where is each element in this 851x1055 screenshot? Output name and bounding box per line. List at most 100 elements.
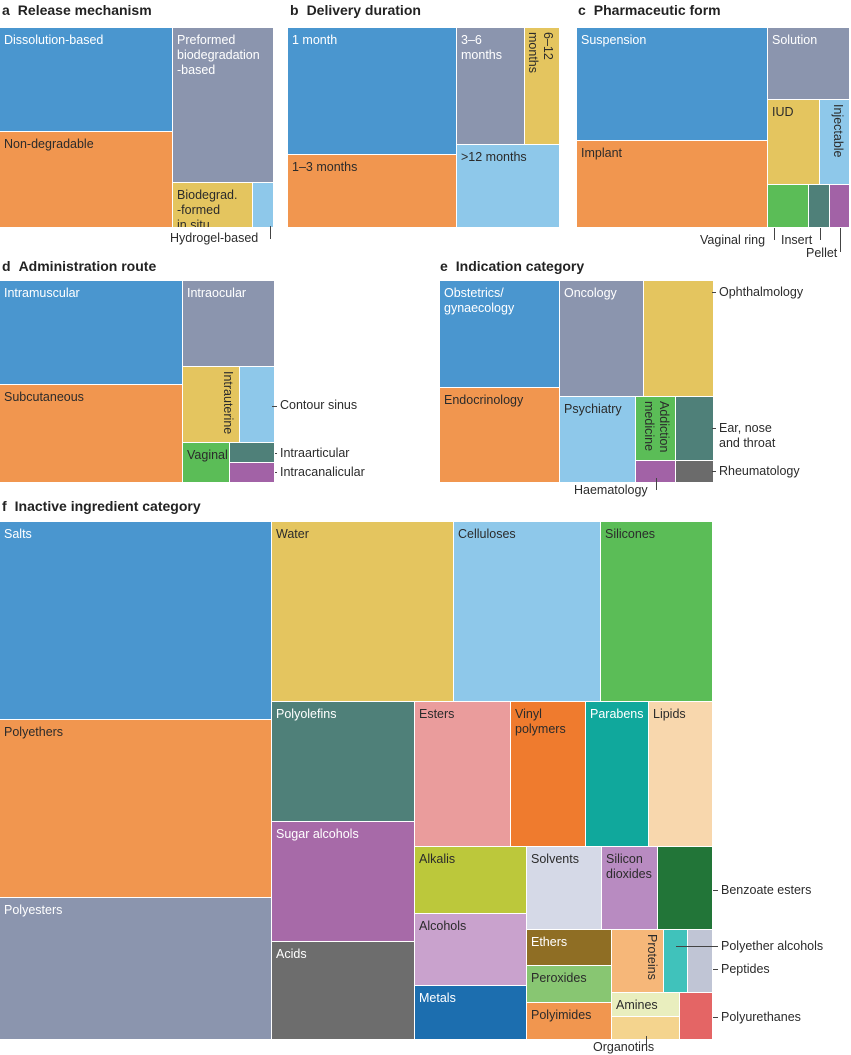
treemap-cell-3-6-months: 3–6 months xyxy=(457,28,525,145)
cell-label: Non-degradable xyxy=(4,137,94,151)
treemap-cell-obstetrics-gynaecology: Obstetrics/ gynaecology xyxy=(440,281,560,388)
callout-label-intraarticular: Intraarticular xyxy=(280,446,350,460)
cell-label: 1–3 months xyxy=(292,160,358,174)
leader-line xyxy=(646,1036,647,1047)
treemap-cell-proteins: Proteins xyxy=(612,930,664,993)
callout-label-intracanalicular: Intracanalicular xyxy=(280,465,365,479)
treemap-cell-sugar-alcohols: Sugar alcohols xyxy=(272,822,415,942)
callout-label-haematology: Haematology xyxy=(574,483,648,497)
panel-letter: e xyxy=(440,258,448,274)
cell-label: Ethers xyxy=(531,935,568,949)
cell-label: 3–6 months xyxy=(461,33,502,62)
treemap-cell-iud: IUD xyxy=(768,100,820,185)
panel-e-title: e Indication category xyxy=(440,258,584,274)
callout-label-organotins: Organotins xyxy=(593,1040,655,1054)
cell-label: Dissolution-based xyxy=(4,33,104,47)
cell-label: Psychiatry xyxy=(564,402,622,416)
callout-label-vaginal-ring: Vaginal ring xyxy=(700,233,766,247)
cell-label: Parabens xyxy=(590,707,644,721)
panel-letter: c xyxy=(578,2,586,18)
cell-label: Addiction medicine xyxy=(642,401,671,453)
treemap-cell-contour-sinus xyxy=(240,367,275,443)
panel-letter: f xyxy=(2,498,7,514)
panel-a-title: a Release mechanism xyxy=(2,2,152,18)
treemap-cell-endocrinology: Endocrinology xyxy=(440,388,560,483)
leader-line xyxy=(656,478,657,490)
panel-title-text: Indication category xyxy=(455,258,585,274)
treemap-cell-ear-nose-and-throat xyxy=(676,397,714,461)
leader-line xyxy=(820,228,821,240)
cell-label: Injectable xyxy=(831,104,845,158)
treemap-cell-vaginal: Vaginal xyxy=(183,443,230,483)
treemap-cell-subcutaneous: Subcutaneous xyxy=(0,385,183,483)
treemap-cell-solution: Solution xyxy=(768,28,850,100)
treemap-cell-polyimides: Polyimides xyxy=(527,1003,612,1040)
treemap-cell-alcohols: Alcohols xyxy=(415,914,527,986)
treemap-cell-alkalis: Alkalis xyxy=(415,847,527,914)
cell-label: Acids xyxy=(276,947,307,961)
treemap-cell-peptides xyxy=(688,930,713,993)
panel-title-text: Administration route xyxy=(18,258,157,274)
cell-label: Polyethers xyxy=(4,725,64,739)
cell-label: IUD xyxy=(772,105,794,119)
cell-label: Suspension xyxy=(581,33,647,47)
treemap-cell-salts: Salts xyxy=(0,522,272,720)
cell-label: Preformed biodegradation -based xyxy=(177,33,260,77)
panel-b-title: b Delivery duration xyxy=(290,2,421,18)
panel-title-text: Inactive ingredient category xyxy=(14,498,201,514)
cell-label: Alcohols xyxy=(419,919,467,933)
leader-line xyxy=(840,228,841,252)
cell-label: Obstetrics/ gynaecology xyxy=(444,286,515,315)
panel-title-text: Pharmaceutic form xyxy=(593,2,721,18)
treemap-cell-vaginal-ring xyxy=(768,185,809,228)
panel-title-text: Delivery duration xyxy=(306,2,421,18)
leader-line xyxy=(712,292,716,293)
leader-line xyxy=(272,406,277,407)
cell-label: Vinyl polymers xyxy=(515,707,566,736)
leader-line xyxy=(712,471,716,472)
callout-label-rheumatology: Rheumatology xyxy=(719,464,800,478)
treemap-cell-vinyl-polymers: Vinyl polymers xyxy=(511,702,586,847)
panel-d-title: d Administration route xyxy=(2,258,156,274)
treemap-cell-suspension: Suspension xyxy=(577,28,768,141)
cell-label: Amines xyxy=(616,998,658,1012)
cell-label: Biodegrad. -formed in situ xyxy=(177,188,238,228)
cell-label: Subcutaneous xyxy=(4,390,84,404)
cell-label: Lipids xyxy=(653,707,686,721)
treemap-cell-addiction-medicine: Addiction medicine xyxy=(636,397,676,461)
treemap-cell-pellet xyxy=(830,185,850,228)
treemap-cell-ophthalmology xyxy=(644,281,714,397)
treemap-cell-intraarticular xyxy=(230,443,275,463)
leader-line xyxy=(275,472,277,473)
cell-label: 6–12 months xyxy=(526,32,555,73)
cell-label: Silicon dioxides xyxy=(606,852,652,881)
callout-label-ophthalmology: Ophthalmology xyxy=(719,285,804,299)
treemap-cell-preformed-biodegradation-based: Preformed biodegradation -based xyxy=(173,28,274,183)
treemap-cell-acids: Acids xyxy=(272,942,415,1040)
treemap-cell-6-12-months: 6–12 months xyxy=(525,28,560,145)
cell-label: Polyolefins xyxy=(276,707,337,721)
callout-label-peptides: Peptides xyxy=(721,962,770,976)
cell-label: Intramuscular xyxy=(4,286,80,300)
leader-line xyxy=(713,890,718,891)
treemap-cell-polyolefins: Polyolefins xyxy=(272,702,415,822)
treemap-cell-intracanalicular xyxy=(230,463,275,483)
cell-label: Water xyxy=(276,527,309,541)
treemap-cell-intramuscular: Intramuscular xyxy=(0,281,183,385)
treemap-cell-amines: Amines xyxy=(612,993,680,1017)
treemap-cell-lipids: Lipids xyxy=(649,702,713,847)
treemap-cell-intraocular: Intraocular xyxy=(183,281,275,367)
treemap-cell-benzoate-esters xyxy=(658,847,713,930)
cell-label: Endocrinology xyxy=(444,393,524,407)
cell-label: Polyesters xyxy=(4,903,63,917)
cell-label: Sugar alcohols xyxy=(276,827,359,841)
treemap-cell-12-months: >12 months xyxy=(457,145,560,228)
cell-label: Metals xyxy=(419,991,456,1005)
cell-label: Intrauterine xyxy=(221,371,235,435)
cell-label: >12 months xyxy=(461,150,527,164)
cell-label: Polyimides xyxy=(531,1008,592,1022)
cell-label: 1 month xyxy=(292,33,338,47)
callout-label-contour-sinus: Contour sinus xyxy=(280,398,358,412)
cell-label: Vaginal xyxy=(187,448,228,462)
treemap-cell-intrauterine: Intrauterine xyxy=(183,367,240,443)
